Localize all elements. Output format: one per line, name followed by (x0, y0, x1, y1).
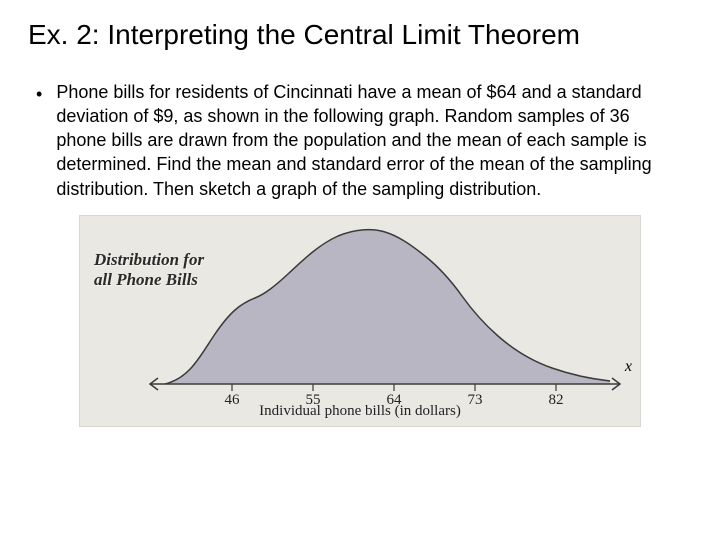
slide-title: Ex. 2: Interpreting the Central Limit Th… (28, 18, 692, 52)
bullet-marker: • (36, 82, 42, 106)
distribution-figure: Distribution for all Phone Bills x 46 55… (79, 215, 641, 427)
figure-callout: Distribution for all Phone Bills (94, 250, 204, 289)
body-text: Phone bills for residents of Cincinnati … (56, 80, 676, 201)
callout-line1: Distribution for (94, 250, 204, 269)
x-variable-label: x (625, 358, 632, 376)
bullet-item: • Phone bills for residents of Cincinnat… (28, 80, 692, 201)
x-axis-label: Individual phone bills (in dollars) (80, 403, 640, 420)
callout-line2: all Phone Bills (94, 270, 198, 289)
curve-fill-path (165, 230, 610, 384)
